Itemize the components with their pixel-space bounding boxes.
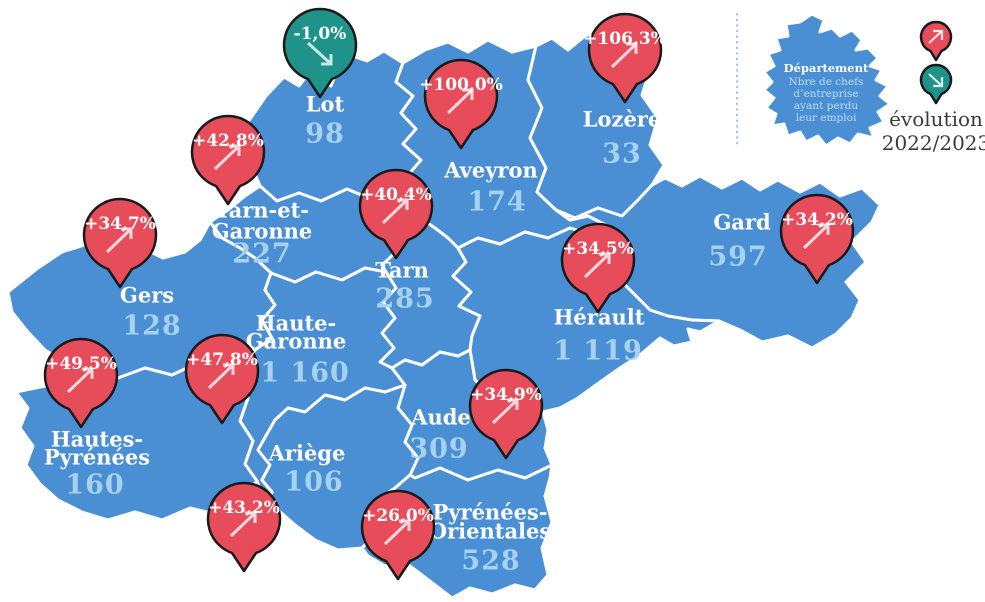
trend-down-arrow-icon bbox=[928, 73, 944, 88]
badge-pin bbox=[779, 193, 855, 285]
department-value-ariege: 106 bbox=[284, 467, 343, 498]
legend-pin-increase bbox=[919, 20, 953, 62]
legend-description-line4: leur emploi bbox=[796, 112, 857, 124]
trend-up-arrow-icon bbox=[229, 511, 257, 538]
legend: Département Nbre de chefs d’entreprise a… bbox=[736, 12, 985, 155]
legend-pin-teal bbox=[919, 63, 953, 105]
department-label-hautes-pyrenees-line2: Pyrénées bbox=[44, 445, 150, 470]
badge-percent: +106,3% bbox=[583, 29, 667, 49]
department-label-gers: Gers bbox=[120, 283, 174, 308]
department-value-haute-garonne: 1 160 bbox=[260, 358, 350, 389]
badge-pin bbox=[560, 222, 636, 314]
department-value-gers: 128 bbox=[122, 311, 181, 342]
department-label-haute-garonne-line2: Garonne bbox=[246, 329, 347, 354]
trend-up-arrow-icon bbox=[491, 398, 519, 425]
badge-percent: +34,2% bbox=[781, 210, 853, 230]
trend-up-arrow-icon bbox=[381, 198, 409, 225]
trend-up-arrow-icon bbox=[802, 223, 830, 250]
badge-tarn-et-garonne: +42,8% bbox=[190, 114, 266, 206]
badge-percent: +40,4% bbox=[360, 185, 432, 205]
department-label-pyrenees-orientales-line2: Orientales bbox=[429, 519, 551, 544]
badge-pin bbox=[468, 368, 544, 460]
department-value-tarn: 285 bbox=[375, 284, 434, 315]
badge-ariege: +43,2% bbox=[206, 481, 282, 573]
legend-pin-red bbox=[919, 20, 953, 62]
badge-percent: +34,9% bbox=[470, 385, 542, 405]
badge-lozere: +106,3% bbox=[583, 12, 667, 104]
department-value-aveyron: 174 bbox=[467, 187, 526, 218]
department-value-lozere: 33 bbox=[602, 139, 642, 170]
department-label-lot: Lot bbox=[306, 92, 345, 117]
department-label-hautes-pyrenees-line1: Hautes- bbox=[51, 427, 143, 452]
badge-pin bbox=[43, 337, 119, 429]
badge-percent: +100,0% bbox=[419, 75, 503, 95]
department-value-aude: 309 bbox=[409, 434, 468, 465]
trend-up-arrow-icon bbox=[207, 363, 235, 390]
trend-up-arrow-icon bbox=[383, 519, 411, 546]
department-label-haute-garonne-line1: Haute- bbox=[256, 311, 337, 336]
department-label-aveyron: Aveyron bbox=[443, 158, 538, 183]
department-value-pyrenees-orientales: 528 bbox=[461, 546, 520, 577]
legend-evolution-line1: évolution bbox=[889, 107, 983, 131]
badge-percent: +43,2% bbox=[208, 498, 280, 518]
department-label-aude: Aude bbox=[410, 405, 471, 430]
department-value-lot: 98 bbox=[305, 119, 345, 150]
badge-tarn: +40,4% bbox=[358, 168, 434, 260]
legend-department-shape bbox=[762, 12, 892, 148]
badge-pin bbox=[358, 168, 434, 260]
badge-pin bbox=[360, 489, 436, 581]
badge-pin bbox=[184, 333, 260, 425]
legend-description-line1: Nbre de chefs bbox=[789, 76, 864, 88]
department-value-tarn-et-garonne: 227 bbox=[232, 239, 291, 270]
legend-description-line3: ayant perdu bbox=[794, 100, 858, 112]
badge-herault: +34,5% bbox=[560, 222, 636, 314]
legend-department-label: Département bbox=[784, 61, 869, 75]
badge-percent: +34,7% bbox=[84, 214, 156, 234]
badge-percent: +49,5% bbox=[45, 354, 117, 374]
trend-up-arrow-icon bbox=[583, 252, 611, 279]
badge-hautes-pyrenees: +49,5% bbox=[43, 337, 119, 429]
badge-percent: +34,5% bbox=[562, 239, 634, 259]
trend-up-arrow-icon bbox=[610, 42, 638, 69]
badge-percent: +47,8% bbox=[186, 350, 258, 370]
department-label-pyrenees-orientales-line1: Pyrénées- bbox=[433, 500, 548, 525]
badge-percent: +26,0% bbox=[362, 506, 434, 526]
badge-pin bbox=[206, 481, 282, 573]
evolution-badges: -1,0% +42,8% +100,0% +106,3% +40,4% +34,… bbox=[43, 7, 855, 581]
badge-pin bbox=[423, 58, 499, 150]
department-value-hautes-pyrenees: 160 bbox=[65, 470, 124, 501]
badge-pyrenees-orientales: +26,0% bbox=[360, 489, 436, 581]
trend-up-arrow-icon bbox=[66, 367, 94, 394]
badge-lot: -1,0% bbox=[282, 7, 358, 99]
legend-description-line2: d’entreprise bbox=[793, 88, 858, 100]
department-value-herault: 1 119 bbox=[553, 336, 643, 367]
department-label-tarn: Tarn bbox=[375, 258, 429, 283]
badge-gers: +34,7% bbox=[82, 197, 158, 289]
legend-pin-decrease bbox=[919, 63, 953, 105]
trend-up-arrow-icon bbox=[928, 29, 944, 44]
department-label-gard: Gard bbox=[713, 210, 771, 235]
badge-gard: +34,2% bbox=[779, 193, 855, 285]
badge-pin bbox=[190, 114, 266, 206]
badge-aude: +34,9% bbox=[468, 368, 544, 460]
department-label-ariege: Ariège bbox=[268, 441, 346, 466]
trend-up-arrow-icon bbox=[213, 144, 241, 171]
badge-pin bbox=[587, 12, 663, 104]
badge-pin bbox=[82, 197, 158, 289]
badge-aveyron: +100,0% bbox=[419, 58, 503, 150]
legend-evolution-line2: 2022/2023 bbox=[882, 131, 985, 155]
badge-percent: +42,8% bbox=[192, 131, 264, 151]
trend-up-arrow-icon bbox=[105, 227, 133, 254]
badge-percent: -1,0% bbox=[294, 24, 347, 44]
department-label-tarn-et-garonne-line2: Garonne bbox=[212, 219, 313, 244]
trend-up-arrow-icon bbox=[446, 88, 474, 115]
department-label-lozere: Lozère bbox=[583, 107, 661, 132]
trend-down-arrow-icon bbox=[306, 41, 333, 66]
department-value-gard: 597 bbox=[708, 242, 767, 273]
badge-haute-garonne: +47,8% bbox=[184, 333, 260, 425]
